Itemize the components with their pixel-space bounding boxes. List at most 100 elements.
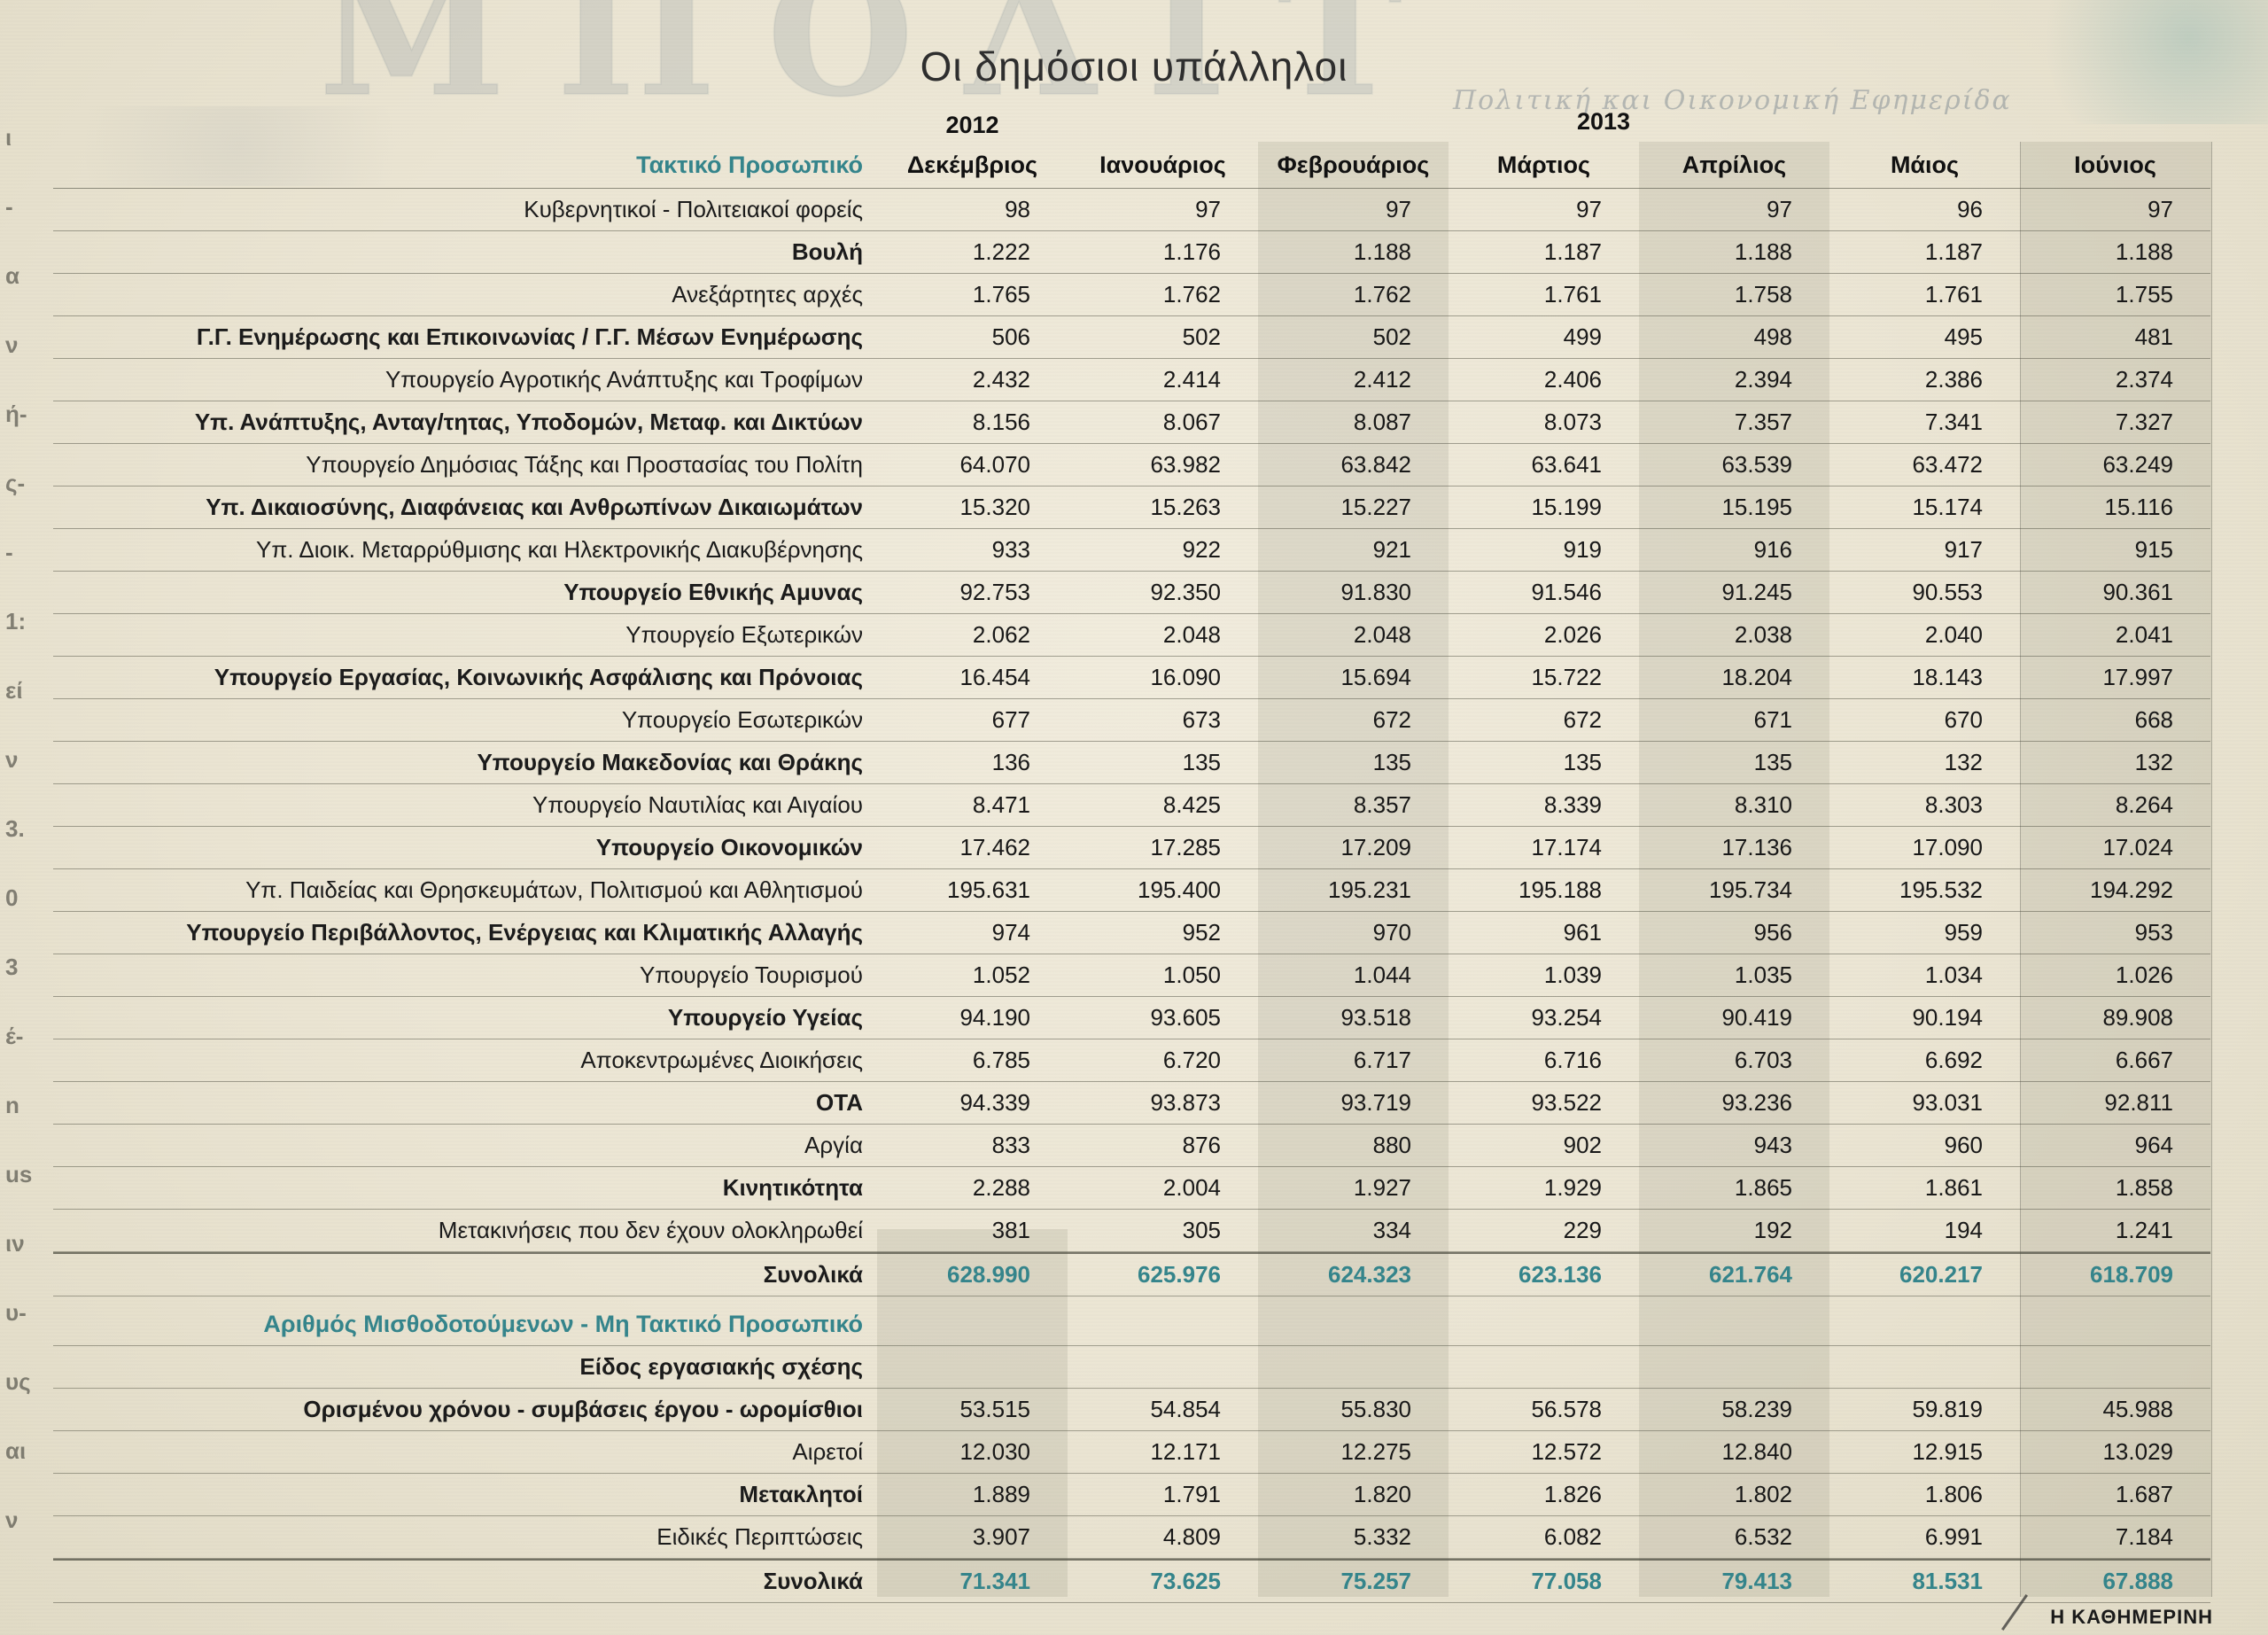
table-row: Υπ. Δικαιοσύνης, Διαφάνειας και Ανθρωπίν… xyxy=(53,487,2210,529)
row-label: Υπουργείο Δημόσιας Τάξης και Προστασίας … xyxy=(306,451,863,478)
cell-value: 2.412 xyxy=(1353,366,1411,393)
table-row: Μετακλητοί 1.889 1.791 1.820 1.826 1.802 1.806… xyxy=(53,1474,2210,1516)
cell-value: 1.687 xyxy=(2115,1481,2173,1507)
cell-value: 75.257 xyxy=(1340,1568,1411,1594)
cell-value: 13.029 xyxy=(2102,1438,2173,1465)
cell-value: 6.703 xyxy=(1734,1047,1792,1073)
month-header-january: Ιανουάριος xyxy=(1099,151,1226,178)
cell-value: 1.762 xyxy=(1353,281,1411,308)
row-label: Υπ. Ανάπτυξης, Ανταγ/τητας, Υποδομών, Με… xyxy=(194,409,863,435)
cell-value: 97 xyxy=(1767,196,1792,222)
table-row: ΟΤΑ 94.339 93.873 93.719 93.522 93.236 93.031 9… xyxy=(53,1082,2210,1125)
cell-value: 132 xyxy=(2134,749,2173,775)
cell-value: 91.245 xyxy=(1721,579,1792,605)
row-label: Υπουργείο Εσωτερικών xyxy=(621,706,863,733)
cell-value: 8.087 xyxy=(1353,409,1411,435)
cell-value: 628.990 xyxy=(947,1261,1030,1288)
cell-value: 1.858 xyxy=(2115,1174,2173,1201)
cell-value: 15.694 xyxy=(1340,664,1411,690)
table-row: Υπουργείο Εσωτερικών 677 673 672 672 671 670 66… xyxy=(53,699,2210,742)
table-row: Υπ. Παιδείας και Θρησκευμάτων, Πολιτισμο… xyxy=(53,869,2210,912)
margin-text-fragment: us xyxy=(5,1161,33,1187)
cell-value: 6.716 xyxy=(1543,1047,1602,1073)
margin-text-fragment: - xyxy=(5,539,13,565)
row-label: Υπουργείο Μακεδονίας και Θράκης xyxy=(477,749,863,775)
cell-value: 876 xyxy=(1182,1132,1221,1158)
table-row: Αιρετοί 12.030 12.171 12.275 12.572 12.840 12.… xyxy=(53,1431,2210,1474)
cell-value: 93.873 xyxy=(1150,1089,1221,1116)
margin-text-fragment: έ- xyxy=(5,1023,24,1049)
margin-text-fragment: ν xyxy=(5,746,19,773)
cell-value: 618.709 xyxy=(2090,1261,2173,1288)
cell-value: 943 xyxy=(1753,1132,1792,1158)
cell-value: 1.889 xyxy=(972,1481,1030,1507)
row-label: Υπ. Δικαιοσύνης, Διαφάνειας και Ανθρωπίν… xyxy=(206,494,863,520)
cell-value: 6.692 xyxy=(1924,1047,1983,1073)
cell-value: 93.605 xyxy=(1150,1004,1221,1031)
cell-value: 1.050 xyxy=(1162,962,1221,988)
cell-value: 2.386 xyxy=(1924,366,1983,393)
non-regular-staff-table: Αριθμός Μισθοδοτούμενων - Μη Τακτικό Προ… xyxy=(53,1303,2210,1603)
row-label: Υπουργείο Εργασίας, Κοινωνικής Ασφάλισης… xyxy=(214,664,863,690)
cell-value: 8.357 xyxy=(1353,791,1411,818)
cell-value: 77.058 xyxy=(1531,1568,1602,1594)
table-row: Υπουργείο Περιβάλλοντος, Ενέργειας και Κ… xyxy=(53,912,2210,954)
cell-value: 97 xyxy=(1195,196,1221,222)
cell-value: 1.758 xyxy=(1734,281,1792,308)
cell-value: 93.236 xyxy=(1721,1089,1792,1116)
cell-value: 94.190 xyxy=(959,1004,1030,1031)
row-label: Ορισμένου χρόνου - συμβάσεις έργου - ωρο… xyxy=(303,1396,863,1422)
cell-value: 833 xyxy=(991,1132,1030,1158)
cell-value: 8.425 xyxy=(1162,791,1221,818)
margin-text-fragment: ιν xyxy=(5,1230,25,1257)
row-label: Μετακλητοί xyxy=(739,1481,863,1507)
cell-value: 195.188 xyxy=(1518,876,1602,903)
cell-value: 135 xyxy=(1563,749,1602,775)
cell-value: 17.462 xyxy=(959,834,1030,860)
month-header-february: Φεβρουάριος xyxy=(1277,151,1430,178)
cell-value: 672 xyxy=(1372,706,1411,733)
cell-value: 135 xyxy=(1372,749,1411,775)
cell-value: 1.755 xyxy=(2115,281,2173,308)
row-label: Υπουργείο Περιβάλλοντος, Ενέργειας και Κ… xyxy=(186,919,863,946)
cell-value: 670 xyxy=(1944,706,1983,733)
cell-value: 73.625 xyxy=(1150,1568,1221,1594)
cell-value: 16.090 xyxy=(1150,664,1221,690)
cell-value: 1.241 xyxy=(2115,1217,2173,1243)
cell-value: 63.539 xyxy=(1721,451,1792,478)
row-label: ΟΤΑ xyxy=(816,1089,863,1116)
margin-text-fragment: ή- xyxy=(5,401,27,427)
cell-value: 2.026 xyxy=(1543,621,1602,648)
cell-value: 880 xyxy=(1372,1132,1411,1158)
cell-value: 93.031 xyxy=(1912,1089,1983,1116)
table-row: Μετακινήσεις που δεν έχουν ολοκληρωθεί 38… xyxy=(53,1210,2210,1252)
cell-value: 8.156 xyxy=(972,409,1030,435)
cell-value: 7.327 xyxy=(2115,409,2173,435)
cell-value: 195.400 xyxy=(1138,876,1221,903)
cell-value: 194.292 xyxy=(2090,876,2173,903)
cell-value: 915 xyxy=(2134,536,2173,563)
table-row: Υπουργείο Εξωτερικών 2.062 2.048 2.048 2.026… xyxy=(53,614,2210,657)
cell-value: 12.171 xyxy=(1150,1438,1221,1465)
row-label: Γ.Γ. Ενημέρωσης και Επικοινωνίας / Γ.Γ. … xyxy=(196,323,863,350)
margin-text-fragment: εί xyxy=(5,677,23,704)
year-label-2013: 2013 xyxy=(1576,108,1631,135)
cell-value: 1.927 xyxy=(1353,1174,1411,1201)
cell-value: 620.217 xyxy=(1899,1261,1983,1288)
cell-value: 58.239 xyxy=(1721,1396,1792,1422)
row-label: Αιρετοί xyxy=(792,1438,863,1465)
cell-value: 15.320 xyxy=(959,494,1030,520)
cell-value: 4.809 xyxy=(1162,1523,1221,1550)
cell-value: 623.136 xyxy=(1518,1261,1602,1288)
cell-value: 2.038 xyxy=(1734,621,1792,648)
cell-value: 1.187 xyxy=(1543,238,1602,265)
cell-value: 93.522 xyxy=(1531,1089,1602,1116)
cell-value: 481 xyxy=(2134,323,2173,350)
cell-value: 63.842 xyxy=(1340,451,1411,478)
table-row: Κυβερνητικοί - Πολιτειακοί φορείς 98 97 97 9… xyxy=(53,189,2210,231)
cell-value: 1.187 xyxy=(1924,238,1983,265)
cell-value: 12.030 xyxy=(959,1438,1030,1465)
cell-value: 495 xyxy=(1944,323,1983,350)
table-header-row: Τακτικό Προσωπικό Δεκέμβριος Ιανουάριος … xyxy=(53,142,2210,189)
